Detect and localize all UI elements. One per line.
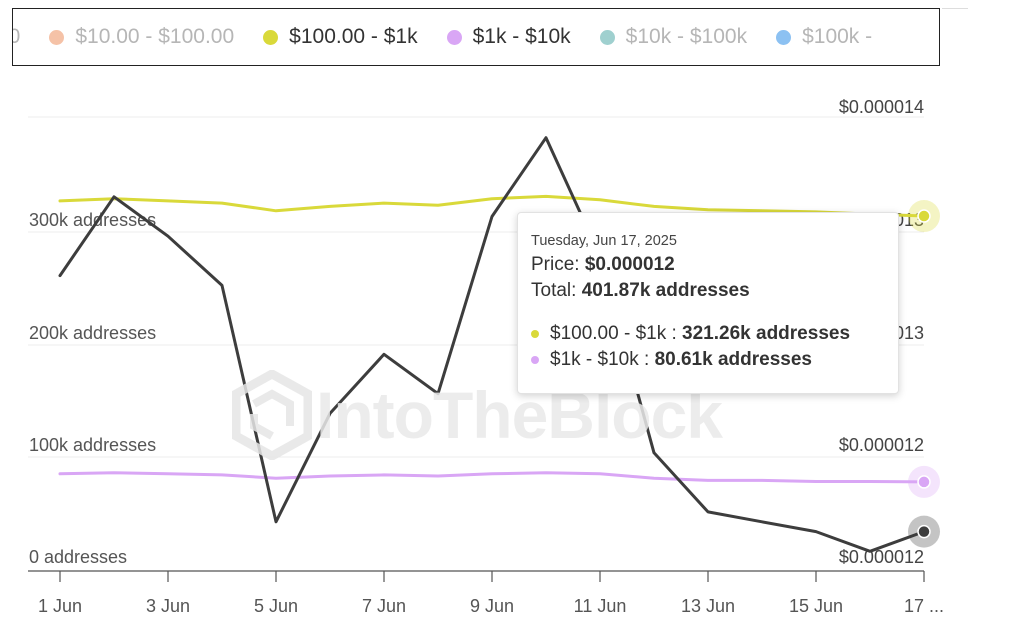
series-dot-icon xyxy=(531,356,539,364)
x-tick-label: 13 Jun xyxy=(681,596,735,616)
legend-item[interactable]: $100.00 - $1k xyxy=(263,25,418,49)
legend-label: $100k - xyxy=(802,25,873,48)
series-line-1 xyxy=(58,471,926,484)
tooltip-series-value: 321.26k addresses xyxy=(682,323,851,344)
x-tick-label: 1 Jun xyxy=(38,596,82,616)
legend-dot-icon xyxy=(446,29,462,45)
tooltip-series-row: $100.00 - $1k : 321.26k addresses xyxy=(531,323,898,345)
y-left-tick-label: 200k addresses xyxy=(29,323,156,343)
x-tick-label: 3 Jun xyxy=(146,596,190,616)
y-right-tick-label: $0.000012 xyxy=(839,435,924,455)
legend-item[interactable]: $100k - xyxy=(776,25,872,49)
tooltip-total: Total: 401.87k addresses xyxy=(531,280,898,302)
x-tick-label: 7 Jun xyxy=(362,596,406,616)
legend: 00 $10.00 - $100.00 $100.00 - $1k $1k - $10… xyxy=(12,8,940,66)
x-tick-label: 15 Jun xyxy=(789,596,843,616)
y-left-tick-label: 100k addresses xyxy=(29,435,156,455)
legend-dot-icon xyxy=(49,29,65,45)
legend-label: $1k - $10k xyxy=(472,25,571,48)
hover-point xyxy=(917,475,931,489)
tooltip-total-label: Total: xyxy=(531,280,577,301)
y-left-tick-label: 300k addresses xyxy=(29,210,156,230)
y-left-tick-label: 0 addresses xyxy=(29,547,127,567)
legend-item[interactable]: $10k - $100k xyxy=(599,25,748,49)
series-dot-icon xyxy=(531,330,539,338)
tooltip-series-row: $1k - $10k : 80.61k addresses xyxy=(531,349,898,371)
tooltip-date: Tuesday, Jun 17, 2025 xyxy=(531,233,677,249)
tooltip-price: Price: $0.000012 xyxy=(531,254,898,276)
legend-dot-icon xyxy=(599,29,615,45)
tooltip-series-label: $1k - $10k : xyxy=(550,349,650,370)
watermark-logo-icon xyxy=(232,370,312,460)
tooltip-price-label: Price: xyxy=(531,254,580,275)
legend-dot-icon xyxy=(263,29,279,45)
hover-point xyxy=(917,524,931,539)
series-line-0 xyxy=(58,194,926,218)
x-tick-label: 17 ... xyxy=(904,596,944,616)
legend-label: 00 xyxy=(13,25,20,49)
x-tick-label: 9 Jun xyxy=(470,596,514,616)
y-right-tick-label: $0.000012 xyxy=(839,547,924,567)
legend-scroll-track xyxy=(942,8,968,9)
legend-label: $10.00 - $100.00 xyxy=(75,25,235,48)
legend-item[interactable]: 00 xyxy=(13,25,20,49)
chart-tooltip: Tuesday, Jun 17, 2025 Price: $0.000012 T… xyxy=(517,212,899,394)
hover-point xyxy=(917,209,931,223)
legend-item[interactable]: $1k - $10k xyxy=(446,25,571,49)
tooltip-series-label: $100.00 - $1k : xyxy=(550,323,677,344)
tooltip-total-value: 401.87k addresses xyxy=(581,280,750,301)
legend-dot-icon xyxy=(776,29,792,45)
series-line-2 xyxy=(58,136,926,553)
x-tick-label: 5 Jun xyxy=(254,596,298,616)
legend-label: $100.00 - $1k xyxy=(289,25,418,48)
legend-label: $10k - $100k xyxy=(625,25,748,48)
legend-track: 00 $10.00 - $100.00 $100.00 - $1k $1k - $10… xyxy=(13,9,901,65)
legend-item[interactable]: $10.00 - $100.00 xyxy=(49,25,234,49)
tooltip-price-value: $0.000012 xyxy=(584,254,675,275)
x-tick-label: 11 Jun xyxy=(574,596,627,616)
y-right-tick-label: $0.000014 xyxy=(839,97,924,117)
tooltip-series-value: 80.61k addresses xyxy=(654,349,812,370)
